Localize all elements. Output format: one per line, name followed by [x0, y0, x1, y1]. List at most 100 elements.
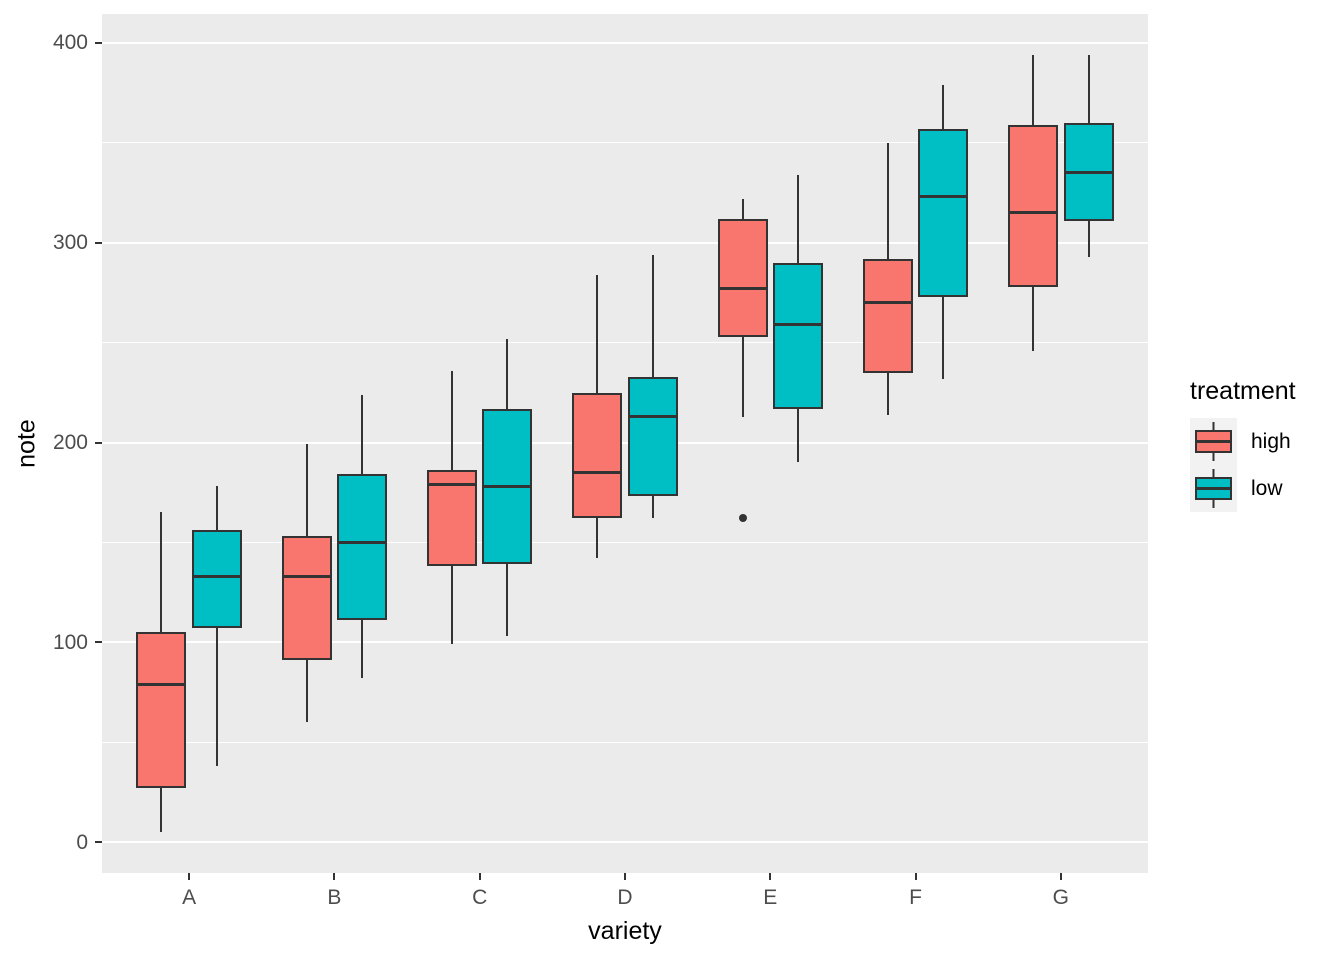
- legend-label-low: low: [1251, 477, 1283, 500]
- whisker-upper-G-high: [1032, 54, 1035, 125]
- boxplot-glyph-icon: [1195, 422, 1232, 461]
- whisker-upper-F-high: [886, 142, 889, 259]
- whisker-upper-G-low: [1087, 54, 1090, 123]
- whisker-upper-E-low: [796, 174, 799, 263]
- x-tick-mark: [914, 873, 917, 880]
- gridline-minor: [102, 142, 1148, 144]
- legend-key-low: [1190, 465, 1237, 512]
- y-tick-label: 400: [52, 31, 88, 55]
- x-tick-label: E: [763, 886, 778, 909]
- box-C-high: [427, 470, 478, 567]
- whisker-upper-C-high: [451, 370, 454, 471]
- whisker-lower-D-high: [596, 518, 599, 559]
- whisker-upper-A-low: [215, 486, 218, 531]
- box-B-low: [337, 474, 388, 621]
- box-A-high: [136, 632, 187, 789]
- median-C-high: [427, 482, 478, 486]
- legend-label-high: high: [1251, 430, 1291, 453]
- x-tick-mark: [333, 873, 336, 880]
- gridline-minor: [102, 541, 1148, 543]
- x-tick-mark: [188, 873, 191, 880]
- y-tick-label: 0: [76, 830, 88, 854]
- x-tick-label: D: [617, 886, 633, 909]
- median-A-low: [191, 574, 242, 578]
- y-tick-mark: [95, 441, 102, 444]
- whisker-upper-D-low: [651, 254, 654, 377]
- box-B-high: [281, 536, 332, 661]
- gridline-minor: [102, 342, 1148, 344]
- x-axis-title: variety: [588, 917, 662, 945]
- box-F-high: [862, 258, 913, 373]
- whisker-lower-D-low: [651, 496, 654, 519]
- whisker-upper-A-high: [160, 512, 163, 633]
- gridline-major: [102, 841, 1148, 844]
- legend-entry-high: high: [1190, 418, 1291, 465]
- gridline-major: [102, 241, 1148, 244]
- median-D-low: [627, 415, 678, 419]
- whisker-lower-B-low: [361, 620, 364, 679]
- whisker-lower-A-high: [160, 788, 163, 833]
- x-tick-mark: [478, 873, 481, 880]
- whisker-lower-G-high: [1032, 286, 1035, 351]
- y-tick-label: 300: [52, 231, 88, 255]
- median-F-low: [918, 195, 969, 199]
- y-tick-mark: [95, 641, 102, 644]
- boxplot-glyph-icon: [1195, 469, 1232, 508]
- whisker-lower-C-high: [451, 566, 454, 645]
- box-D-high: [572, 392, 623, 519]
- median-F-high: [862, 301, 913, 305]
- box-A-low: [191, 530, 242, 629]
- whisker-lower-E-low: [796, 408, 799, 463]
- box-E-high: [717, 218, 768, 337]
- y-tick-label: 200: [52, 431, 88, 454]
- gridline-minor: [102, 741, 1148, 743]
- whisker-lower-A-low: [215, 628, 218, 767]
- median-E-high: [717, 287, 768, 291]
- median-C-low: [482, 484, 533, 488]
- outlier-E-high: [738, 514, 747, 523]
- median-G-low: [1063, 171, 1114, 175]
- box-F-low: [918, 128, 969, 297]
- median-B-high: [281, 574, 332, 578]
- plot-panel: [102, 14, 1148, 873]
- legend-key-high: [1190, 418, 1237, 465]
- whisker-lower-B-high: [305, 660, 308, 723]
- whisker-lower-E-high: [741, 336, 744, 417]
- gridline-major: [102, 441, 1148, 444]
- x-tick-label: G: [1052, 886, 1069, 909]
- x-tick-label: A: [182, 886, 197, 909]
- legend-title: treatment: [1190, 377, 1296, 405]
- whisker-upper-E-high: [741, 198, 744, 219]
- whisker-upper-C-low: [506, 338, 509, 409]
- whisker-lower-G-low: [1087, 220, 1090, 257]
- y-tick-mark: [95, 241, 102, 244]
- x-tick-label: F: [909, 886, 922, 909]
- whisker-lower-F-high: [886, 372, 889, 415]
- x-tick-label: B: [327, 886, 342, 909]
- gridline-major: [102, 41, 1148, 44]
- x-tick-label: C: [472, 886, 488, 909]
- gridline-major: [102, 641, 1148, 644]
- whisker-lower-F-low: [942, 296, 945, 379]
- whisker-upper-B-low: [361, 394, 364, 475]
- median-A-high: [136, 682, 187, 686]
- median-D-high: [572, 470, 623, 474]
- whisker-upper-D-high: [596, 274, 599, 393]
- median-G-high: [1008, 211, 1059, 215]
- y-tick-mark: [95, 41, 102, 44]
- legend: treatment high low: [1190, 379, 1340, 519]
- median-E-low: [772, 323, 823, 327]
- median-B-low: [337, 540, 388, 544]
- y-tick-mark: [95, 841, 102, 844]
- y-tick-label: 100: [52, 630, 88, 654]
- x-tick-mark: [624, 873, 626, 880]
- whisker-upper-B-high: [305, 444, 308, 537]
- whisker-lower-C-low: [506, 564, 509, 637]
- box-E-low: [772, 262, 823, 409]
- box-D-low: [627, 376, 678, 497]
- box-G-high: [1008, 124, 1059, 287]
- x-tick-mark: [769, 873, 772, 880]
- x-tick-mark: [1059, 873, 1062, 880]
- whisker-upper-F-low: [942, 84, 945, 129]
